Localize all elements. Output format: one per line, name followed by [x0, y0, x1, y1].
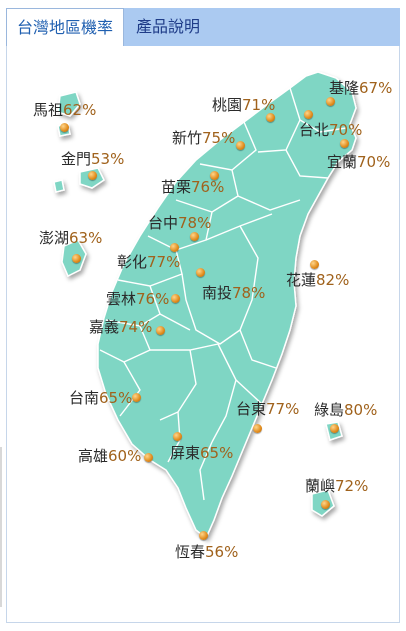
region-label-yunlin[interactable]: 雲林76% [106, 290, 169, 308]
region-label-pingtung[interactable]: 屏東65% [170, 444, 233, 462]
region-marker-hengchun[interactable] [199, 531, 208, 540]
region-marker-chiayi[interactable] [156, 326, 165, 335]
region-label-penghu[interactable]: 澎湖63% [39, 229, 102, 247]
main-island-shape [97, 71, 357, 540]
region-name: 台南 [69, 389, 100, 407]
region-label-taichung[interactable]: 台中78% [148, 214, 211, 232]
region-name: 金門 [61, 150, 92, 168]
region-label-taitung[interactable]: 台東77% [236, 400, 299, 418]
region-probability: 65% [200, 444, 234, 462]
region-marker-orchid-island[interactable] [321, 500, 330, 509]
region-marker-hsinchu[interactable] [236, 141, 245, 150]
region-label-nantou[interactable]: 南投78% [202, 284, 265, 302]
region-name: 台北 [299, 121, 330, 139]
region-probability: 75% [202, 129, 236, 147]
region-name: 南投 [202, 284, 233, 302]
region-probability: 62% [63, 101, 97, 119]
region-label-hsinchu[interactable]: 新竹75% [172, 129, 235, 147]
region-name: 苗栗 [161, 178, 192, 196]
region-marker-green-island[interactable] [330, 424, 339, 433]
region-marker-taipei[interactable] [304, 110, 313, 119]
region-marker-hualien[interactable] [310, 260, 319, 269]
region-probability: 78% [232, 284, 266, 302]
region-probability: 78% [178, 214, 212, 232]
region-marker-penghu[interactable] [72, 254, 81, 263]
region-marker-changhua[interactable] [170, 243, 179, 252]
region-marker-yilan[interactable] [340, 139, 349, 148]
region-label-chiayi[interactable]: 嘉義74% [89, 318, 152, 336]
region-marker-miaoli[interactable] [210, 171, 219, 180]
region-label-kinmen[interactable]: 金門53% [61, 150, 124, 168]
region-marker-pingtung[interactable] [173, 432, 182, 441]
region-probability: 76% [191, 178, 225, 196]
region-probability: 77% [266, 400, 300, 418]
region-name: 基隆 [329, 79, 360, 97]
region-probability: 67% [359, 79, 393, 97]
region-name: 嘉義 [89, 318, 120, 336]
region-label-hualien[interactable]: 花蓮82% [286, 271, 349, 289]
region-probability: 70% [329, 121, 363, 139]
kinmen-island-shape-2 [53, 179, 65, 193]
region-probability: 60% [108, 447, 142, 465]
region-label-hengchun[interactable]: 恆春56% [175, 543, 238, 561]
region-marker-yunlin[interactable] [171, 294, 180, 303]
region-probability: 70% [357, 153, 391, 171]
tab-product-info[interactable]: 產品說明 [135, 17, 200, 36]
region-probability: 80% [344, 401, 378, 419]
region-name: 新竹 [172, 129, 203, 147]
region-marker-taoyuan[interactable] [266, 113, 275, 122]
region-name: 台東 [236, 400, 267, 418]
region-name: 恆春 [175, 543, 206, 561]
region-name: 澎湖 [39, 229, 70, 247]
region-probability: 65% [99, 389, 133, 407]
region-name: 台中 [148, 214, 179, 232]
region-probability: 72% [335, 477, 369, 495]
region-label-orchid-island[interactable]: 蘭嶼72% [305, 477, 368, 495]
region-probability: 82% [316, 271, 350, 289]
region-name: 蘭嶼 [305, 477, 336, 495]
region-label-taoyuan[interactable]: 桃園71% [212, 96, 275, 114]
region-probability: 53% [91, 150, 125, 168]
region-probability: 63% [69, 229, 103, 247]
region-name: 屏東 [170, 444, 201, 462]
region-label-tainan[interactable]: 台南65% [69, 389, 132, 407]
region-probability: 74% [119, 318, 153, 336]
region-probability: 56% [205, 543, 239, 561]
region-label-green-island[interactable]: 綠島80% [314, 401, 377, 419]
region-name: 彰化 [117, 253, 148, 271]
region-probability: 76% [136, 290, 170, 308]
county-boundaries [99, 87, 347, 501]
region-name: 高雄 [78, 447, 109, 465]
left-divider [0, 447, 2, 607]
region-label-taipei[interactable]: 台北70% [299, 121, 362, 139]
region-label-changhua[interactable]: 彰化77% [117, 253, 180, 271]
region-label-keelung[interactable]: 基隆67% [329, 79, 392, 97]
region-marker-kinmen[interactable] [88, 171, 97, 180]
region-marker-matsu[interactable] [60, 123, 69, 132]
region-marker-kaohsiung[interactable] [144, 453, 153, 462]
region-marker-tainan[interactable] [132, 393, 141, 402]
region-name: 桃園 [212, 96, 243, 114]
region-probability: 77% [147, 253, 181, 271]
region-marker-taichung[interactable] [190, 232, 199, 241]
region-marker-taitung[interactable] [253, 424, 262, 433]
region-name: 宜蘭 [327, 153, 358, 171]
region-name: 花蓮 [286, 271, 317, 289]
region-marker-keelung[interactable] [326, 97, 335, 106]
region-probability: 71% [242, 96, 276, 114]
region-name: 綠島 [314, 401, 345, 419]
region-label-kaohsiung[interactable]: 高雄60% [78, 447, 141, 465]
region-marker-nantou[interactable] [196, 268, 205, 277]
region-name: 雲林 [106, 290, 137, 308]
region-name: 馬祖 [33, 101, 64, 119]
region-label-miaoli[interactable]: 苗栗76% [161, 178, 224, 196]
tab-taiwan-probability[interactable]: 台灣地區機率 [6, 8, 124, 46]
region-label-yilan[interactable]: 宜蘭70% [327, 153, 390, 171]
matsu-island-shape [57, 91, 81, 117]
region-label-matsu[interactable]: 馬祖62% [33, 101, 96, 119]
